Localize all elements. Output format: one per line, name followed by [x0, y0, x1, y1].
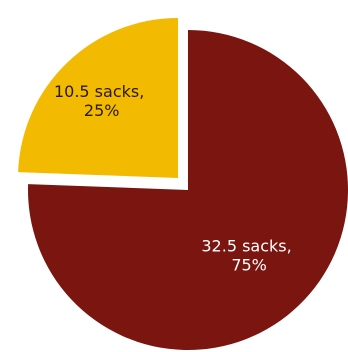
slice-label-line2: 25%	[84, 101, 120, 120]
slice-label-line1: 10.5 sacks,	[54, 82, 144, 101]
slice-label-line1: 32.5 sacks,	[201, 236, 291, 255]
pie-slice-sacks-32-5	[28, 30, 348, 350]
pie-slice-sacks-10-5	[18, 18, 178, 178]
slice-label-line2: 75%	[231, 255, 267, 274]
slice-label-sacks-10-5: 10.5 sacks, 25%	[54, 82, 149, 120]
slice-label-sacks-32-5: 32.5 sacks, 75%	[201, 236, 296, 274]
